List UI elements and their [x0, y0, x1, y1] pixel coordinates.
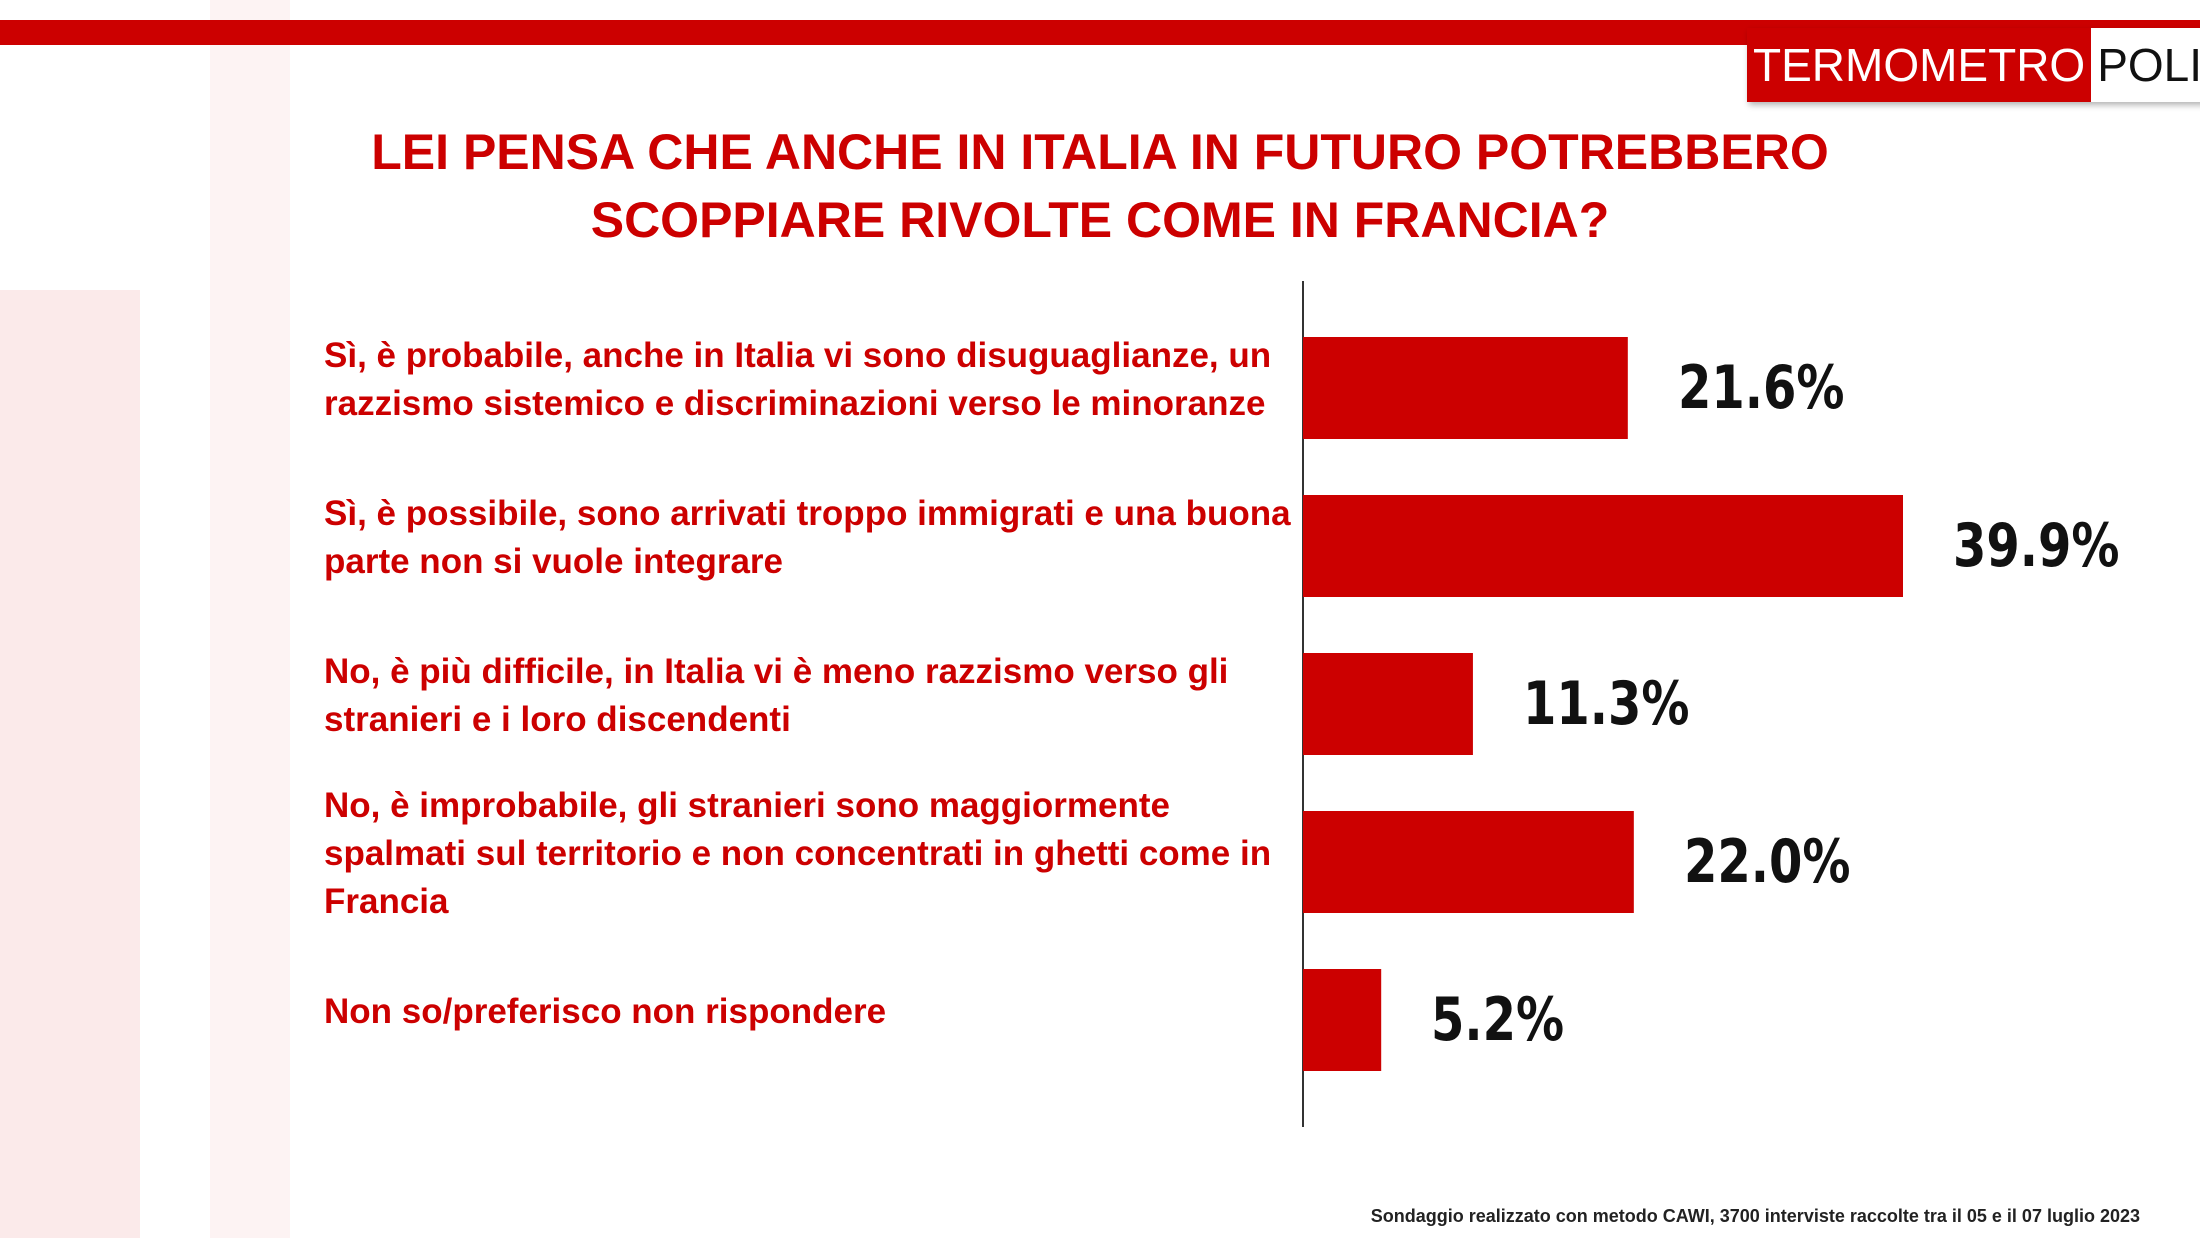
bar	[1303, 495, 1903, 597]
category-label: Non so/preferisco non rispondere	[324, 992, 887, 1031]
bar	[1303, 337, 1628, 439]
bar	[1303, 653, 1473, 755]
category-label: Sì, è possibile, sono arrivati troppo im…	[324, 494, 1291, 581]
value-label: 22.0%	[1683, 827, 1851, 897]
footnote: Sondaggio realizzato con metodo CAWI, 37…	[1370, 1206, 2140, 1226]
category-label: Sì, è probabile, anche in Italia vi sono…	[324, 336, 1272, 423]
decor-shape	[210, 0, 290, 1238]
value-label: 21.6%	[1677, 353, 1845, 423]
bar	[1303, 969, 1382, 1071]
decor-shape	[0, 290, 140, 1238]
logo: TERMOMETRO POLITICO	[1747, 28, 2200, 102]
bar	[1303, 811, 1634, 913]
category-label: No, è improbabile, gli stranieri sono ma…	[324, 786, 1272, 921]
chart-title: LEI PENSA CHE ANCHE IN ITALIA IN FUTURO …	[371, 124, 1829, 248]
value-label: 39.9%	[1953, 511, 2120, 581]
value-label: 11.3%	[1522, 669, 1690, 739]
value-label: 5.2%	[1431, 985, 1565, 1055]
logo-part: POLITICO	[2091, 28, 2200, 102]
category-label: No, è più difficile, in Italia vi è meno…	[324, 652, 1229, 739]
logo-part: TERMOMETRO	[1747, 28, 2092, 102]
